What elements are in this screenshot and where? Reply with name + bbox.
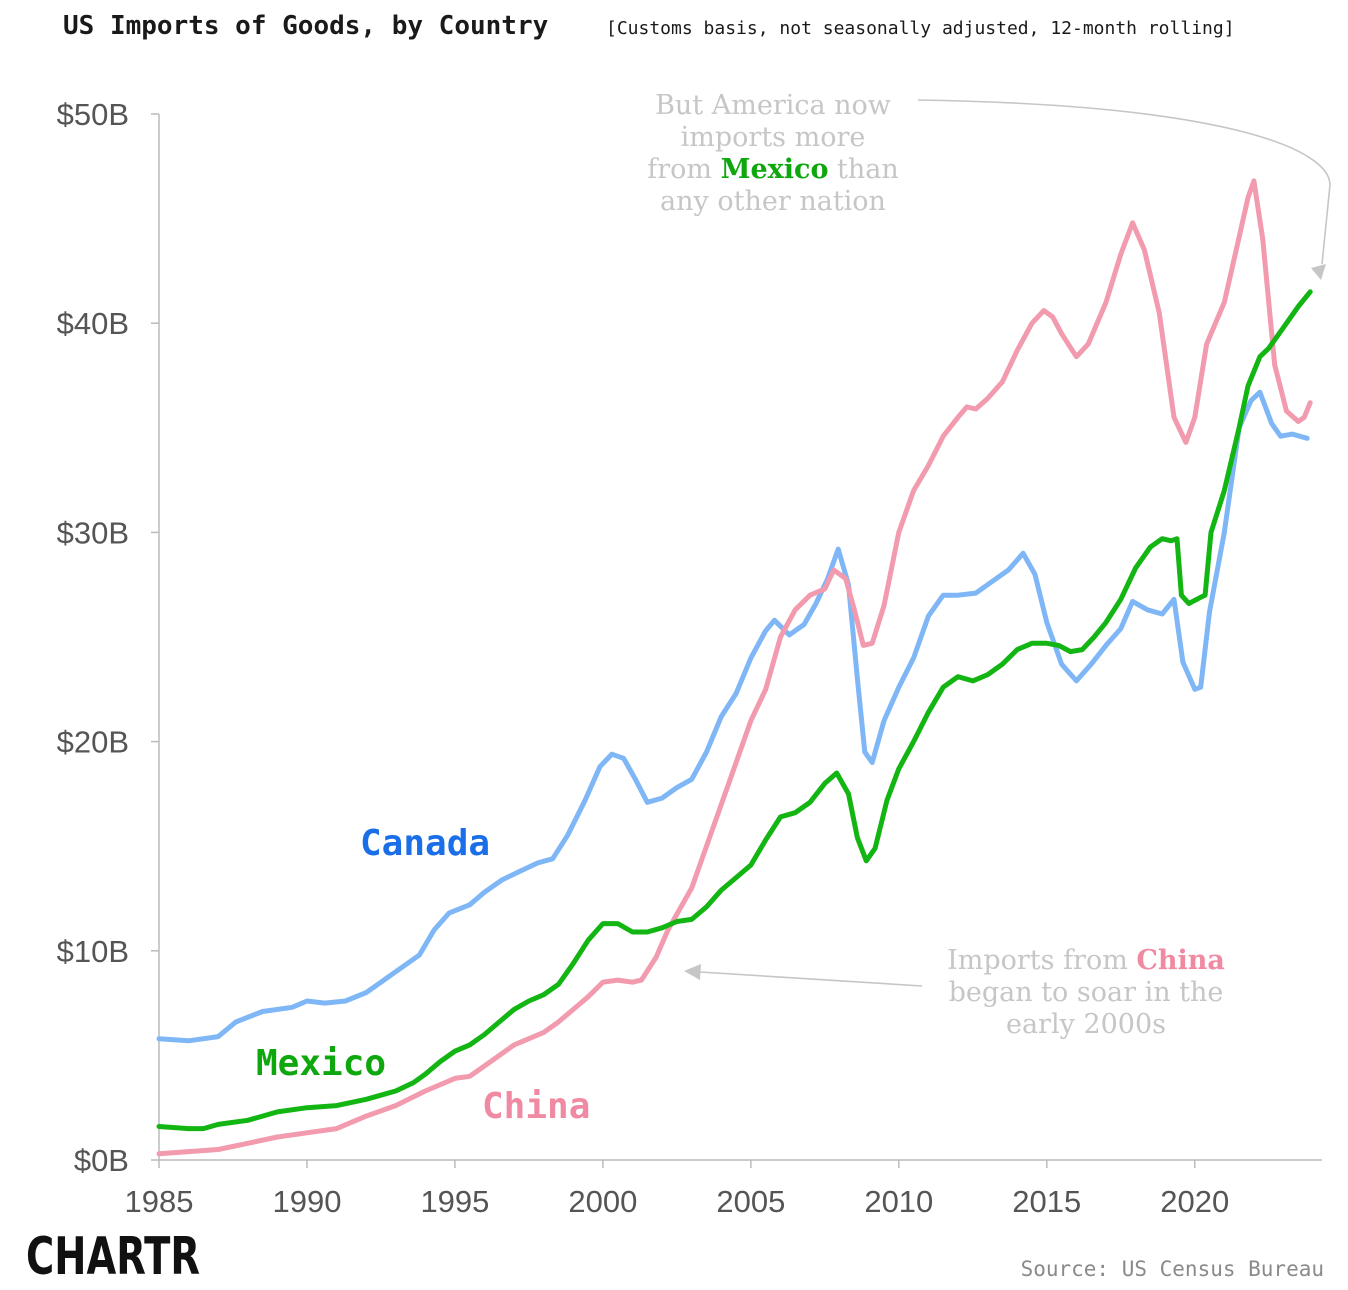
y-tick-label: $0B [74,1143,129,1178]
source-note: Source: US Census Bureau [1021,1257,1324,1281]
annotation-mexico-line3: from Mexico than [647,154,899,185]
x-tick-label: 2005 [716,1184,785,1219]
x-tick-label: 2000 [568,1184,637,1219]
annotation-china-highlight: China [1136,945,1225,976]
y-tick-label: $50B [57,97,129,132]
label-mexico: Mexico [256,1043,386,1084]
annotation-china-arrowhead [684,964,701,980]
series-layer [156,178,1313,1157]
x-ticks: 1985 1990 1995 2000 2005 2010 2015 2020 [125,1160,1229,1219]
chartr-logo: CHARTR [26,1227,200,1287]
annotation-mexico-line2: imports more [681,122,866,153]
chart-subtitle: [Customs basis, not seasonally adjusted,… [606,18,1235,39]
annotation-china-line3: early 2000s [1006,1009,1166,1040]
annotation-china-line1-pre: Imports from [947,945,1136,976]
chart-title: US Imports of Goods, by Country [63,11,548,41]
label-canada: Canada [360,823,490,864]
y-ticks: $0B $10B $20B $30B $40B $50B [57,97,159,1178]
series-line-china [156,178,1313,1157]
annotation-mexico-line3-pre: from [647,154,720,185]
annotation-mexico-line1: But America now [655,90,891,121]
y-tick-label: $10B [57,934,129,969]
x-tick-label: 2010 [864,1184,933,1219]
y-tick-label: $30B [57,515,129,550]
x-tick-label: 2015 [1012,1184,1081,1219]
x-tick-label: 1995 [420,1184,489,1219]
label-china: China [482,1086,590,1127]
axes [158,114,1322,1161]
x-tick-label: 1990 [272,1184,341,1219]
annotation-china: Imports from China began to soar in the … [684,945,1225,1040]
y-tick-label: $20B [57,725,129,760]
annotation-china-arrow [699,971,923,987]
series-line-mexico [156,289,1313,1132]
annotation-china-line1: Imports from China [947,945,1225,976]
annotation-mexico-arrow [917,99,1331,265]
annotation-china-line2: began to soar in the [949,977,1224,1008]
annotation-mexico-line3-post: than [828,154,898,185]
series-line-canada [156,389,1310,1044]
x-tick-label: 1985 [125,1184,194,1219]
annotation-mexico-highlight: Mexico [721,154,829,185]
annotation-mexico-line4: any other nation [660,186,886,217]
annotation-mexico-arrowhead [1311,264,1326,280]
y-tick-label: $40B [57,306,129,341]
x-tick-label: 2020 [1160,1184,1229,1219]
annotation-mexico: But America now imports more from Mexico… [647,90,1331,280]
